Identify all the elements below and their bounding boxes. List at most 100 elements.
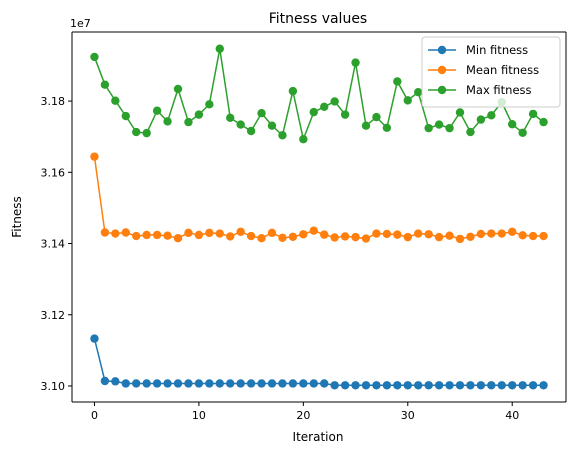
mean-fitness-point: [508, 227, 517, 236]
min-fitness-point: [100, 376, 110, 386]
min-fitness-point: [278, 379, 287, 388]
y-axis-label: Fitness: [10, 196, 24, 238]
min-fitness-point: [267, 379, 277, 388]
min-fitness-point: [299, 379, 308, 388]
max-fitness-point: [528, 109, 538, 119]
max-fitness-point: [508, 120, 517, 129]
max-fitness-point: [152, 106, 162, 115]
min-fitness-point: [466, 381, 475, 390]
legend: Min fitness Mean fitness Max fitness: [421, 36, 561, 108]
legend-label-min-fitness: Min fitness: [466, 43, 528, 57]
legend-marker-min-fitness: [437, 45, 447, 55]
max-fitness-point: [393, 77, 402, 86]
mean-fitness-point: [173, 233, 183, 243]
max-fitness-point: [518, 128, 527, 137]
mean-fitness-point: [361, 234, 371, 243]
min-fitness-point: [403, 381, 412, 390]
min-fitness-point: [476, 381, 486, 390]
mean-fitness-point: [372, 229, 381, 238]
max-fitness-point: [382, 123, 392, 132]
legend-frame: [421, 36, 561, 108]
mean-fitness-point: [205, 228, 214, 238]
y-tick-label: 3.16: [41, 166, 66, 179]
mean-fitness-point: [194, 230, 204, 240]
mean-fitness-point: [497, 229, 506, 238]
min-fitness-point: [487, 381, 496, 390]
mean-fitness-point: [121, 228, 130, 237]
min-fitness-point: [455, 381, 465, 390]
min-fitness-point: [152, 379, 162, 388]
min-fitness-point: [434, 381, 444, 390]
mean-fitness-point: [278, 233, 287, 243]
mean-fitness-point: [215, 229, 224, 238]
mean-fitness-point: [539, 231, 548, 241]
mean-fitness-point: [111, 229, 120, 238]
mean-fitness-point: [309, 226, 318, 235]
max-fitness-point: [476, 115, 486, 124]
min-fitness-point: [184, 379, 193, 388]
min-fitness-point: [309, 379, 318, 388]
mean-fitness-point: [424, 230, 433, 239]
max-fitness-point: [226, 113, 235, 123]
mean-fitness-point: [403, 232, 412, 242]
min-fitness-point: [445, 381, 454, 390]
mean-fitness-point: [382, 229, 392, 239]
max-fitness-point: [414, 87, 423, 97]
min-fitness-point: [205, 379, 214, 388]
max-fitness-point: [539, 117, 548, 127]
max-fitness-point: [351, 58, 360, 67]
x-tick-label: 0: [91, 409, 98, 422]
min-fitness-point: [194, 379, 204, 388]
min-fitness-point: [132, 379, 141, 388]
min-fitness-point: [121, 379, 130, 388]
max-fitness-point: [466, 127, 475, 137]
min-fitness-point: [528, 381, 538, 390]
mean-fitness-point: [518, 231, 527, 240]
mean-fitness-point: [142, 230, 151, 240]
mean-fitness-point: [487, 229, 496, 238]
mean-fitness-point: [163, 231, 172, 240]
legend-label-max-fitness: Max fitness: [466, 83, 532, 97]
min-fitness-point: [539, 381, 548, 390]
y-tick-label: 3.10: [41, 380, 66, 393]
legend-label-mean-fitness: Mean fitness: [466, 63, 539, 77]
mean-fitness-point: [184, 228, 193, 238]
max-fitness-point: [205, 100, 214, 109]
min-fitness-point: [246, 379, 256, 388]
mean-fitness-point: [152, 230, 162, 240]
min-fitness-point: [111, 377, 120, 386]
mean-fitness-point: [455, 234, 465, 244]
min-fitness-point: [361, 381, 371, 390]
min-fitness-point: [351, 381, 360, 390]
max-fitness-point: [173, 84, 183, 94]
chart-title: Fitness values: [269, 11, 367, 27]
legend-marker-max-fitness: [437, 85, 447, 95]
mean-fitness-point: [288, 232, 298, 241]
x-tick-label: 40: [505, 409, 519, 422]
y-tick-label: 3.14: [41, 238, 66, 251]
max-fitness-point: [455, 108, 465, 117]
x-tick-label: 10: [192, 409, 206, 422]
max-fitness-point: [299, 134, 308, 144]
max-fitness-point: [100, 80, 110, 89]
min-fitness-point: [320, 379, 329, 388]
max-fitness-point: [90, 52, 99, 62]
min-fitness-point: [497, 381, 506, 390]
max-fitness-point: [215, 44, 224, 53]
min-fitness-point: [393, 381, 402, 390]
mean-fitness-point: [100, 228, 110, 237]
max-fitness-point: [142, 128, 151, 138]
max-fitness-point: [372, 112, 381, 122]
max-fitness-point: [163, 117, 172, 126]
max-fitness-point: [236, 120, 245, 129]
max-fitness-point: [267, 121, 277, 130]
max-fitness-point: [257, 108, 266, 118]
y-tick-label: 3.12: [41, 309, 66, 322]
min-fitness-point: [518, 381, 527, 390]
mean-fitness-point: [445, 231, 454, 240]
min-fitness-point: [414, 381, 423, 390]
min-fitness-point: [236, 379, 245, 388]
min-fitness-point: [340, 381, 350, 390]
axes-layer: 0 10 20 30 40 3.10 3.12 3.14 3.16 3.18: [41, 95, 520, 422]
